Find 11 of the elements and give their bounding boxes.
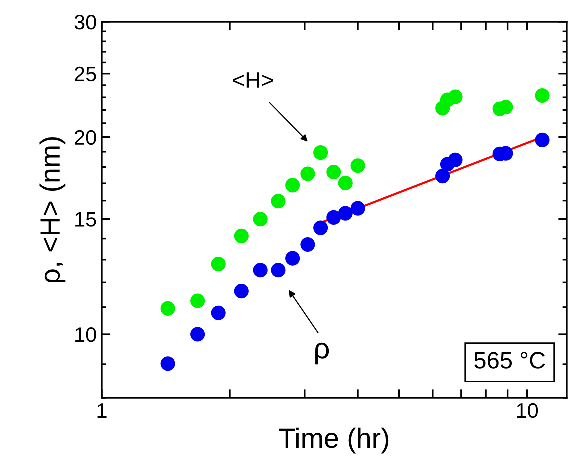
y-axis-title: ρ, <H> (nm): [40, 137, 66, 282]
x-tick-label: 1: [98, 404, 107, 418]
y-tick-label: 10: [76, 328, 96, 342]
annotation: ρ: [316, 342, 330, 365]
y-tick-label: 20: [75, 130, 96, 146]
x-axis-title: Time (hr): [279, 428, 389, 454]
y-tick-label: 30: [74, 15, 96, 30]
annotation: <H>: [233, 72, 274, 88]
y-tick-label: 25: [75, 66, 96, 82]
y-tick-label: 15: [76, 212, 96, 227]
annotation: 565 °C: [474, 352, 546, 369]
